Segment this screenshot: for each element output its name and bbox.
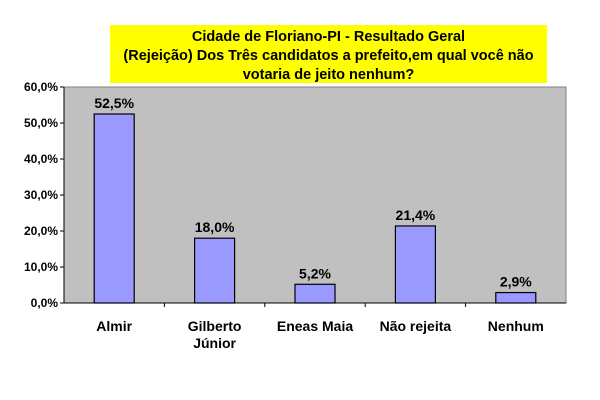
chart-title-line-2: (Rejeição) Dos Três candidatos a prefeit… (123, 48, 534, 64)
y-tick-label: 50,0% (24, 116, 58, 130)
x-category-label: Nenhum (488, 318, 544, 334)
y-tick-label: 40,0% (24, 152, 58, 166)
data-label: 52,5% (94, 95, 134, 111)
data-label: 18,0% (195, 219, 235, 235)
chart-title: Cidade de Floriano-PI - Resultado Geral … (110, 25, 547, 83)
y-tick-label: 10,0% (24, 260, 58, 274)
data-label: 5,2% (299, 265, 331, 281)
bar (495, 291, 537, 304)
x-category-label: Almir (96, 318, 132, 334)
y-tick-label: 0,0% (31, 296, 59, 310)
x-category-label: Júnior (193, 335, 236, 351)
y-tick-label: 60,0% (24, 80, 58, 94)
x-category-label: Gilberto (188, 318, 242, 334)
chart-title-line-3: votaria de jeito nenhum? (242, 67, 415, 83)
x-category-label: Eneas Maia (277, 318, 353, 334)
y-tick-label: 20,0% (24, 224, 58, 238)
x-category-label: Não rejeita (380, 318, 452, 334)
y-tick-label: 30,0% (24, 188, 58, 202)
data-label: 2,9% (500, 274, 532, 290)
bar (394, 225, 436, 304)
data-label: 21,4% (396, 207, 436, 223)
chart-title-line-1: Cidade de Floriano-PI - Resultado Geral (191, 29, 466, 45)
bar (294, 283, 336, 304)
bar (194, 237, 236, 304)
bar (93, 113, 135, 304)
